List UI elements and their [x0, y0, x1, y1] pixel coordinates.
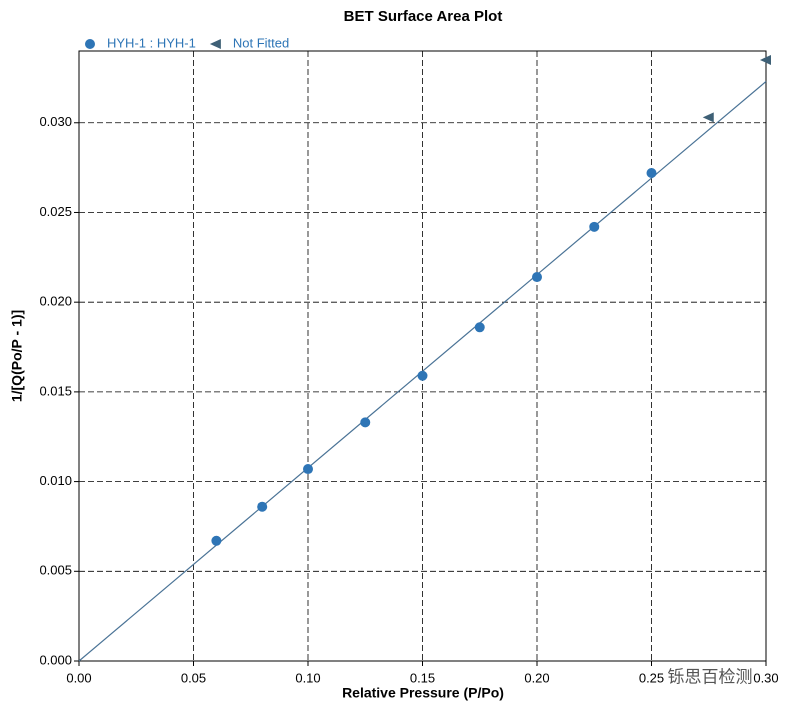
y-tick-label: 0.025 [39, 204, 72, 219]
point [257, 501, 268, 512]
point [760, 54, 771, 65]
grid [74, 51, 767, 666]
y-tick-label: 0.005 [39, 563, 72, 578]
x-tick-label: 0.10 [295, 670, 320, 685]
x-tick-label: 0.25 [639, 670, 664, 685]
point [646, 168, 657, 178]
legend-label: HYH-1 : HYH-1 [107, 35, 196, 50]
point [474, 322, 485, 333]
legend-item: Not Fitted [209, 35, 289, 50]
watermark: 铄思百检测 [668, 667, 753, 686]
legend-symbol [85, 39, 95, 49]
y-tick-label: 0.015 [39, 383, 72, 398]
plot-frame [78, 50, 767, 662]
legend: HYH-1 : HYH-1 Not Fitted [85, 35, 289, 50]
point [303, 464, 313, 475]
x-tick-label: 0.20 [524, 670, 549, 685]
x-tick-label: 0.05 [181, 670, 206, 685]
marks [78, 54, 771, 662]
y-tick-label: 0.000 [39, 652, 72, 667]
x-tick-label: 0.15 [410, 670, 435, 685]
point [417, 370, 428, 381]
point [532, 272, 542, 283]
y-axis-label: 1/[Q(Po/P - 1)] [9, 310, 25, 402]
x-tick-label: 0.30 [753, 670, 778, 685]
y-tick-label: 0.010 [39, 473, 72, 488]
chart-title: BET Surface Area Plot [344, 8, 503, 25]
y-tick-label: 0.020 [39, 294, 72, 309]
point [211, 535, 222, 546]
legend-symbol [209, 39, 221, 49]
point [589, 221, 600, 232]
y-tick-label: 0.030 [39, 114, 72, 129]
legend-item: HYH-1 : HYH-1 [85, 35, 196, 50]
x-axis-label: Relative Pressure (P/Po) [342, 685, 504, 701]
x-tick-label: 0.00 [66, 670, 91, 685]
legend-label: Not Fitted [233, 35, 289, 50]
point [360, 417, 371, 428]
point [702, 112, 714, 123]
